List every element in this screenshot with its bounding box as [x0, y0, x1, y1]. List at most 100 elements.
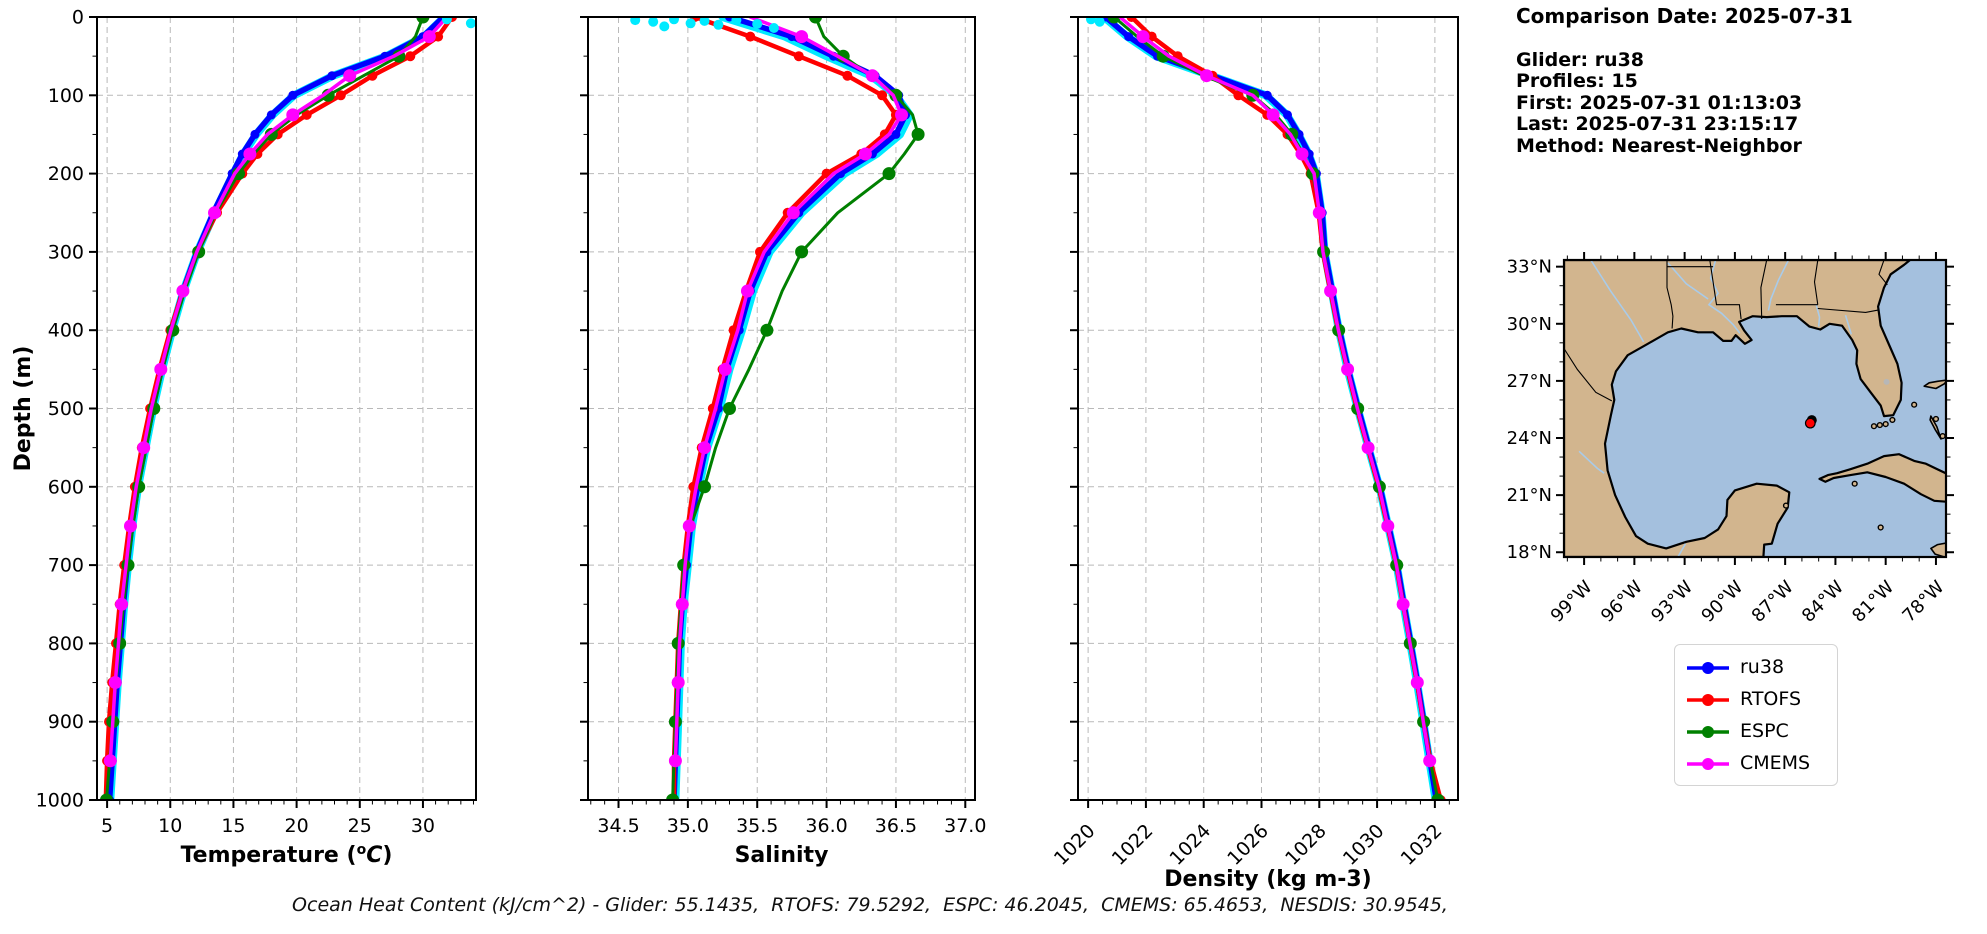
island: [1939, 433, 1946, 440]
river: [1677, 543, 1687, 557]
island: [1877, 524, 1884, 531]
river: [1590, 260, 1645, 343]
map-lon-label: 84°W: [1798, 577, 1848, 627]
y-tick-label: 300: [48, 241, 84, 263]
temperature-glider-scatter: [441, 17, 476, 29]
island: [1870, 423, 1878, 430]
y-tick-label: 700: [48, 555, 84, 577]
river: [1815, 304, 1821, 327]
legend-line-marker-icon: [1687, 661, 1729, 674]
border-line: [1878, 260, 1888, 286]
x-tick-label: 10: [158, 815, 182, 837]
land-polygon: [1929, 415, 1942, 440]
map-lat-label: 33°N: [1507, 257, 1552, 278]
y-tick-label: 800: [48, 633, 84, 655]
salinity-plot: 34.5 35.0 35.5 36.0 36.5 37.0 Salinity: [580, 16, 986, 868]
map-lon-label: 90°W: [1697, 577, 1747, 627]
lake-okeechobee: [1883, 378, 1890, 385]
map-frame: [1562, 258, 1948, 559]
legend-item-espc: ESPC: [1685, 718, 1825, 745]
x-tick-label: 1020: [1050, 820, 1100, 870]
map-lat-label: 24°N: [1507, 428, 1552, 449]
grid: [1078, 16, 1458, 801]
island: [1851, 480, 1858, 487]
comparison-date-text: Comparison Date: 2025-07-31: [1516, 4, 1853, 28]
land-polygon: [1923, 379, 1946, 390]
map-lon-label: 96°W: [1597, 577, 1647, 627]
x-tick-label: 37.0: [944, 815, 986, 837]
legend-item-rtofs: RTOFS: [1685, 686, 1825, 713]
x-tick-label: 15: [221, 815, 245, 837]
island: [1889, 416, 1896, 424]
x-tick-labels: 1020 1022 1024 1026 1028 1030 1032: [1050, 820, 1447, 870]
land-polygon: [1818, 453, 1946, 503]
gulf-of-mexico-map: 33°N 30°N 27°N 24°N 21°N 18°N 99°W 96°W 93°W 90°W…: [1507, 252, 1954, 627]
river: [1844, 314, 1853, 335]
temperature-axis-title: Temperature (oC): [181, 842, 393, 868]
border-line: [1813, 260, 1819, 305]
island: [1782, 502, 1790, 509]
legend-label: ru38: [1740, 656, 1785, 678]
border-line: [1564, 348, 1613, 402]
land-polygon: [1930, 542, 1946, 557]
legend-line-marker-icon: [1687, 725, 1729, 738]
axis-ticks: [580, 16, 967, 808]
last-profile-time-text: Last: 2025-07-31 23:15:17: [1516, 113, 1799, 135]
y-tick-label: 900: [48, 711, 84, 733]
river: [1667, 262, 1709, 300]
island: [1876, 421, 1883, 429]
x-tick-label: 1022: [1108, 820, 1158, 870]
y-tick-label: 100: [48, 85, 84, 107]
y-tick-label: 0: [72, 7, 84, 29]
ocean-heat-content-text: Ocean Heat Content (kJ/cm^2) - Glider: 5…: [292, 894, 1448, 916]
x-tick-label: 1030: [1339, 820, 1389, 870]
x-tick-label: 35.5: [736, 815, 778, 837]
river: [1767, 260, 1790, 311]
x-tick-label: 5: [101, 815, 113, 837]
map-lon-label: 99°W: [1547, 577, 1597, 627]
density-series-CMEMS: [1118, 17, 1437, 768]
river: [1578, 450, 1605, 474]
temperature-plot: 5 10 15 20 25 3001002003004005006007008009001…: [36, 7, 477, 868]
salinity-axis-title: Salinity: [735, 843, 829, 868]
y-tick-label: 200: [48, 163, 84, 185]
legend-line-marker-icon: [1687, 757, 1729, 770]
legend: ru38 RTOFS ESPC CMEMS: [1674, 644, 1838, 786]
y-tick-labels: 0 100 200 300 400 500 600 700 800 900 1000: [36, 7, 84, 812]
glider-location-marker: [1804, 417, 1816, 429]
map-lat-label: 18°N: [1507, 542, 1552, 563]
salinity-series-CMEMS: [668, 17, 908, 768]
profiles-count-text: Profiles: 15: [1516, 70, 1638, 92]
density-axis-title: Density (kg m-3): [1164, 867, 1372, 892]
legend-item-ru38: ru38: [1685, 654, 1825, 681]
y-tick-label: 400: [48, 320, 84, 342]
density-glider-scatter: [1086, 17, 1105, 27]
map-ticks: [1556, 252, 1954, 565]
land-polygon: [1564, 260, 1912, 557]
x-tick-label: 35.0: [667, 815, 709, 837]
first-profile-time-text: First: 2025-07-31 01:13:03: [1516, 91, 1803, 114]
x-tick-label: 20: [285, 815, 309, 837]
depth-axis-title: Depth (m): [11, 346, 36, 472]
border-line: [1666, 260, 1674, 329]
info-panel: Comparison Date: 2025-07-31 Glider: ru38…: [1516, 4, 1976, 157]
map-lon-label: 81°W: [1848, 577, 1898, 627]
island: [1882, 421, 1889, 428]
x-tick-label: 30: [411, 815, 435, 837]
legend-line-marker-icon: [1687, 693, 1729, 706]
axis-ticks: [89, 16, 474, 808]
x-tick-label: 1032: [1397, 820, 1447, 870]
x-tick-label: 1028: [1281, 820, 1331, 870]
map-lat-label: 27°N: [1507, 371, 1552, 392]
map-lon-label: 87°W: [1748, 577, 1798, 627]
y-tick-label: 500: [48, 398, 84, 420]
border-line: [1760, 260, 1768, 320]
salinity-glider-scatter: [630, 17, 779, 33]
map-lon-label: 78°W: [1898, 577, 1948, 627]
legend-label: RTOFS: [1740, 688, 1802, 710]
border-line: [1817, 307, 1879, 313]
legend-label: ESPC: [1740, 720, 1789, 742]
y-tick-label: 1000: [36, 790, 84, 812]
